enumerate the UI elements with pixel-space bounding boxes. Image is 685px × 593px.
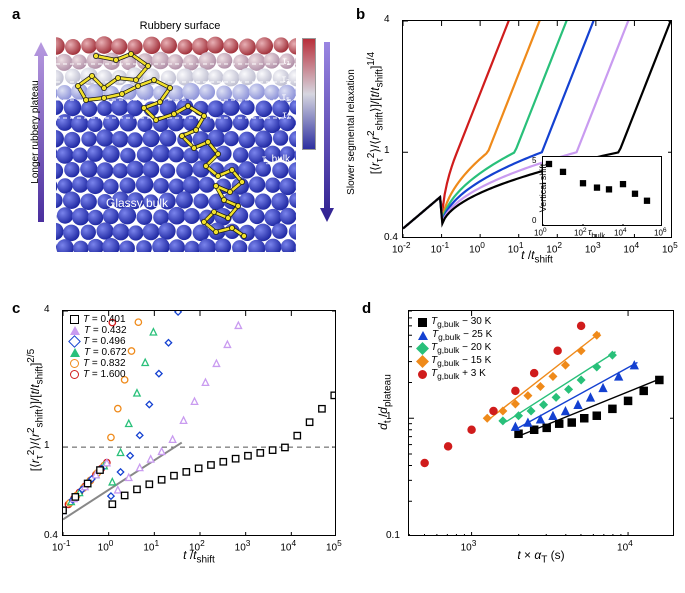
legend-item: T = 0.496 xyxy=(70,336,127,347)
panel-d-xlabel: t × αT (s) xyxy=(408,548,674,565)
inset-ylabel: Vertical shift xyxy=(538,157,548,219)
inset-xlabel: τbulk xyxy=(588,227,605,240)
panel-b-xlabel: t /tshift xyxy=(402,248,672,265)
panel-b: 10-210-1100101102103104105 0.414 t /tshi… xyxy=(356,12,678,280)
legend-item: Tg,bulk − 30 K xyxy=(418,316,492,329)
panel-d-legend: Tg,bulk − 30 KTg,bulk − 25 KTg,bulk − 20… xyxy=(418,316,492,381)
panel-c-legend: T = 0.401T = 0.432T = 0.496T = 0.672T = … xyxy=(70,314,127,380)
panel-b-inset xyxy=(542,156,662,226)
figure-root: a Rubbery surface Longer rubbery plateau xyxy=(0,0,685,593)
legend-item: T = 1.600 xyxy=(70,369,127,380)
panel-d-ylabel: dt /dplateau xyxy=(376,312,393,492)
panel-a-label: a xyxy=(12,6,20,23)
legend-item: Tg,bulk − 15 K xyxy=(418,355,492,368)
legend-item: T = 0.672 xyxy=(70,347,127,358)
panel-a-top-text: Rubbery surface xyxy=(120,20,240,32)
panel-b-ylabel: [⟨rτ2⟩/⟨r2shift⟩]/[t/tshift]1/4 xyxy=(366,8,385,218)
taubulk-label: τ_bulk xyxy=(262,154,290,165)
colorbar xyxy=(302,38,316,150)
panel-c: 10-1100101102103104105 0.414 t /tshift [… xyxy=(12,302,342,582)
inset-ytick-0: 0 xyxy=(532,216,536,225)
legend-item: Tg,bulk + 3 K xyxy=(418,368,492,381)
legend-item: Tg,bulk − 25 K xyxy=(418,329,492,342)
tau3-label: τ₃ xyxy=(282,74,290,85)
panel-c-ylabel: [⟨rτ2⟩/⟨r2shift⟩]/[t/tshift]2/5 xyxy=(26,300,45,520)
tau1-label: τ₁ xyxy=(283,56,290,67)
panel-c-xlabel: t /tshift xyxy=(62,548,336,565)
legend-item: T = 0.432 xyxy=(70,325,127,336)
legend-item: T = 0.401 xyxy=(70,314,127,325)
right-arrow-icon xyxy=(320,42,334,222)
panel-a: Rubbery surface Longer rubbery plateau xyxy=(40,22,340,272)
tau7-label: τ₇ xyxy=(283,110,290,121)
legend-item: Tg,bulk − 20 K xyxy=(418,342,492,355)
panel-d: 103104 0.11 t × αT (s) dt /dplateau Tg,b… xyxy=(362,302,680,582)
inset-ytick-5: 5 xyxy=(532,156,536,165)
legend-item: T = 0.832 xyxy=(70,358,127,369)
panel-a-inner-text: Glassy bulk xyxy=(106,196,168,210)
panel-a-left-text: Longer rubbery plateau xyxy=(30,42,41,222)
tau5-label: τ₅ xyxy=(282,92,290,103)
panel-a-image: τ₁ τ₃ τ₅ τ₇ τ_bulk Glassy bulk xyxy=(56,36,296,252)
